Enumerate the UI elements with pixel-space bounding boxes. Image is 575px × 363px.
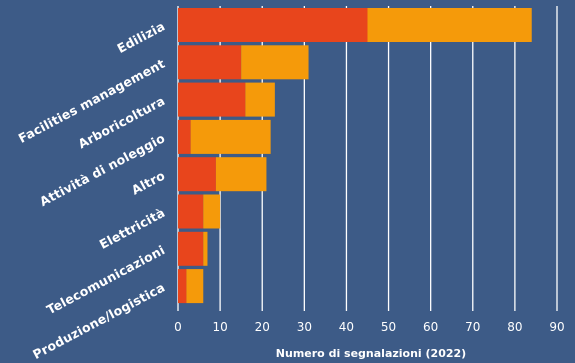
x-tick-label-40: 40 [339, 320, 354, 334]
x-tick-label-30: 30 [297, 320, 312, 334]
bars [178, 8, 532, 304]
bar-4-segment-0 [178, 157, 216, 192]
x-tick-label-80: 80 [507, 320, 522, 334]
category-label-4: Altro [129, 168, 168, 198]
x-tick-label-60: 60 [423, 320, 438, 334]
bar-6-segment-0 [178, 231, 204, 266]
x-tick-label-90: 90 [549, 320, 564, 334]
x-tick-label-70: 70 [465, 320, 480, 334]
x-tick-label-10: 10 [212, 320, 227, 334]
bar-5-segment-1 [203, 194, 221, 229]
bar-3-segment-1 [190, 119, 271, 154]
bar-3-segment-0 [178, 119, 191, 154]
bar-0-segment-1 [367, 8, 532, 42]
category-label-6: Telecomunicazioni [44, 242, 167, 317]
category-label-0: Edilizia [115, 18, 168, 56]
bar-1-segment-1 [241, 45, 309, 80]
bar-5-segment-0 [178, 194, 204, 229]
bar-7-segment-0 [178, 269, 187, 304]
x-tick-labels: 0 10 20 30 40 50 60 70 80 90 [174, 320, 564, 334]
x-tick-label-0: 0 [174, 320, 182, 334]
category-label-3: Attività di noleggio [37, 130, 168, 209]
bar-2-segment-0 [178, 82, 246, 117]
x-tick-label-50: 50 [381, 320, 396, 334]
bar-1-segment-0 [178, 45, 242, 80]
bar-6-segment-1 [203, 231, 208, 266]
bar-4-segment-1 [215, 157, 267, 192]
bar-7-segment-1 [186, 269, 204, 304]
x-axis-title: Numero di segnalazioni (2022) [276, 347, 466, 360]
x-tick-label-20: 20 [255, 320, 270, 334]
bar-2-segment-1 [245, 82, 275, 117]
bar-0-segment-0 [178, 8, 368, 42]
